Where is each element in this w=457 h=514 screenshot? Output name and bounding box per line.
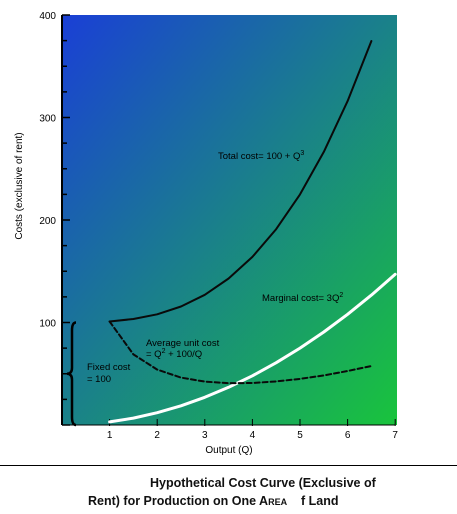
y-tick-label: 300 — [39, 114, 56, 125]
average-unit-cost-label: Average unit cost — [146, 338, 220, 349]
curves — [108, 40, 397, 424]
plot-background — [62, 15, 397, 425]
caption-line-1: Hypothetical Cost Curve (Exclusive of — [150, 476, 376, 490]
caption-line-2-a: Rent) for Production on One A — [88, 494, 269, 508]
fixed-cost-label: Fixed cost — [87, 362, 131, 373]
average-unit-cost-curve — [108, 320, 373, 385]
caption-divider — [0, 465, 457, 466]
y-axis-title: Costs (exclusive of rent) — [14, 132, 25, 239]
caption-line-2-b: REA — [268, 497, 288, 507]
x-axis-title: Output (Q) — [205, 445, 252, 456]
x-tick-label: 3 — [202, 430, 208, 441]
y-tick-label: 200 — [39, 216, 56, 227]
total-cost-curve — [108, 40, 373, 323]
axes: 100 200 300 400 1 2 3 4 5 6 7 Output (Q) Costs (excl… — [14, 11, 398, 456]
fixed-cost-brace — [66, 321, 77, 427]
average-unit-cost-formula: = Q2 + 100/Q — [146, 348, 202, 360]
x-tick-label: 6 — [345, 430, 351, 441]
x-tick-label: 5 — [297, 430, 303, 441]
y-tick-label: 400 — [39, 11, 56, 22]
fixed-cost-value: = 100 — [87, 374, 111, 385]
labels: Total cost= 100 + Q3 Marginal cost= 3Q2 Av… — [66, 150, 343, 427]
x-tick-label: 1 — [107, 430, 113, 441]
marginal-cost-curve — [108, 272, 397, 424]
y-tick-label: 100 — [39, 319, 56, 330]
cost-curve-chart: 100 200 300 400 1 2 3 4 5 6 7 Output (Q) Costs (excl… — [14, 11, 398, 456]
x-tick-label: 4 — [250, 430, 256, 441]
total-cost-label: Total cost= 100 + Q3 — [218, 150, 304, 162]
x-tick-label: 2 — [154, 430, 160, 441]
x-tick-label: 7 — [392, 430, 398, 441]
marginal-cost-label: Marginal cost= 3Q2 — [262, 292, 343, 304]
caption-line-2: Rent) for Production on One AREA f Land — [88, 492, 338, 511]
caption-line-2-c: f Land — [287, 494, 339, 508]
